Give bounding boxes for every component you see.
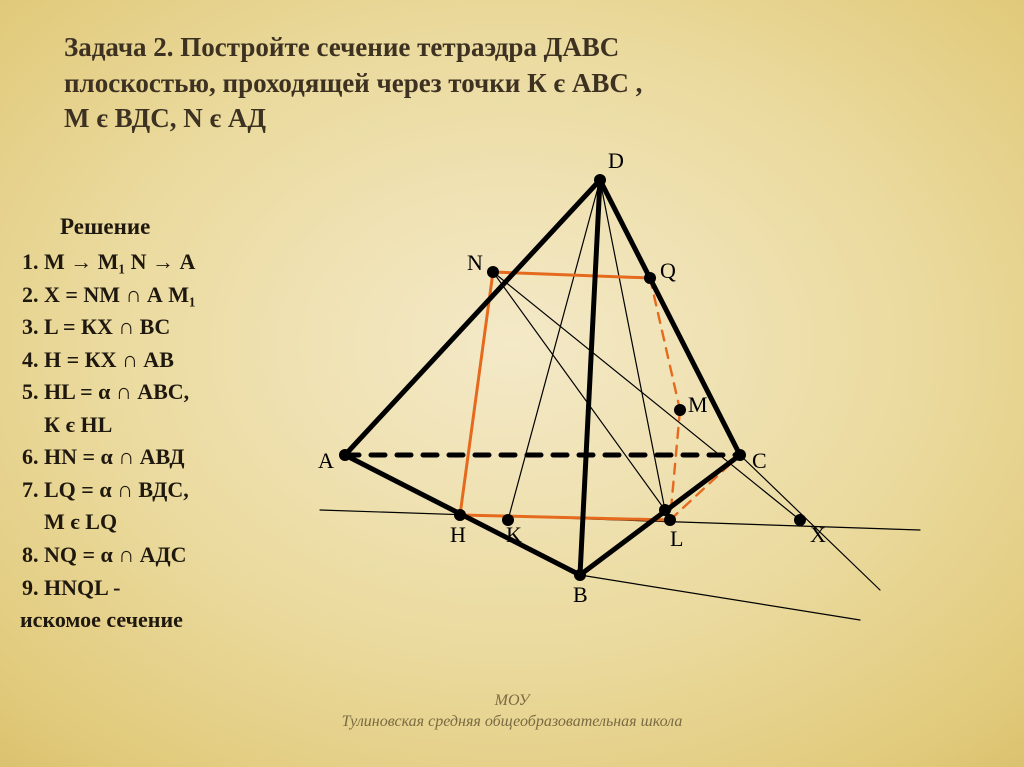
label-B: B <box>573 582 588 607</box>
footer-line-1: МОУ <box>495 692 530 709</box>
label-A: A <box>318 448 334 473</box>
solution-step: Х = NМ ∩ А М₁ <box>44 279 310 312</box>
solution-step-sub: искомое сечение <box>20 604 310 637</box>
solution-step: HL = α ∩ АВС, К є HL <box>44 376 310 441</box>
label-M: M <box>688 392 708 417</box>
problem-title: Задача 2. Постройте сечение тетраэдра ДА… <box>64 30 944 137</box>
solution-step-sub: М є LQ <box>44 506 310 539</box>
label-L: L <box>670 526 683 551</box>
point-M1 <box>659 504 671 516</box>
solution-step-text: L = КХ ∩ ВС <box>44 314 170 339</box>
solution-step: М → М₁ N → А <box>44 246 310 279</box>
label-N: N <box>467 250 483 275</box>
point-M <box>674 404 686 416</box>
point-C <box>734 449 746 461</box>
solution-step: NQ = α ∩ АДС <box>44 539 310 572</box>
label-X: X <box>810 522 826 547</box>
point-A <box>339 449 351 461</box>
solution-step: НN = α ∩ АВД <box>44 441 310 474</box>
solution-step-text: Н = КХ ∩ АВ <box>44 347 174 372</box>
label-H: H <box>450 522 466 547</box>
tetrahedron-diagram: D A B C N Q M K H L X <box>290 150 930 650</box>
point-X <box>794 514 806 526</box>
solution-list: М → М₁ N → А Х = NМ ∩ А М₁ L = КХ ∩ ВС Н = … <box>20 246 310 637</box>
solution-step-text: НN = α ∩ АВД <box>44 444 185 469</box>
solution-step-text: LQ = α ∩ ВДС, <box>44 477 189 502</box>
footer-line-2: Тулиновская средняя общеобразовательная … <box>342 713 683 730</box>
solution-block: Решение М → М₁ N → А Х = NМ ∩ А М₁ L = КХ … <box>20 210 310 637</box>
point-H <box>454 509 466 521</box>
solution-step: LQ = α ∩ ВДС, М є LQ <box>44 474 310 539</box>
solution-step-text: HNQL - <box>44 575 120 600</box>
title-line-2: плоскостью, проходящей через точки К є А… <box>64 68 642 98</box>
solution-step-text: М → М₁ N → А <box>44 249 195 274</box>
label-C: C <box>752 448 767 473</box>
title-line-3: М є ВДС, N є АД <box>64 103 266 133</box>
solution-step: L = КХ ∩ ВС <box>44 311 310 344</box>
point-Q <box>644 272 656 284</box>
solution-step-text: NQ = α ∩ АДС <box>44 542 187 567</box>
point-N <box>487 266 499 278</box>
label-D: D <box>608 150 624 173</box>
solution-step: Н = КХ ∩ АВ <box>44 344 310 377</box>
point-B <box>574 569 586 581</box>
footer-credit: МОУ Тулиновская средняя общеобразователь… <box>0 690 1024 733</box>
point-D <box>594 174 606 186</box>
solution-step-sub: К є HL <box>44 409 310 442</box>
label-K: K <box>506 522 522 547</box>
solution-header: Решение <box>60 210 310 244</box>
solution-step: HNQL -искомое сечение <box>44 572 310 637</box>
solution-step-text: Х = NМ ∩ А М₁ <box>44 282 196 307</box>
title-line-1: Задача 2. Постройте сечение тетраэдра ДА… <box>64 32 619 62</box>
label-Q: Q <box>660 258 676 283</box>
diagram-svg: D A B C N Q M K H L X <box>290 150 930 650</box>
solution-step-text: HL = α ∩ АВС, <box>44 379 189 404</box>
